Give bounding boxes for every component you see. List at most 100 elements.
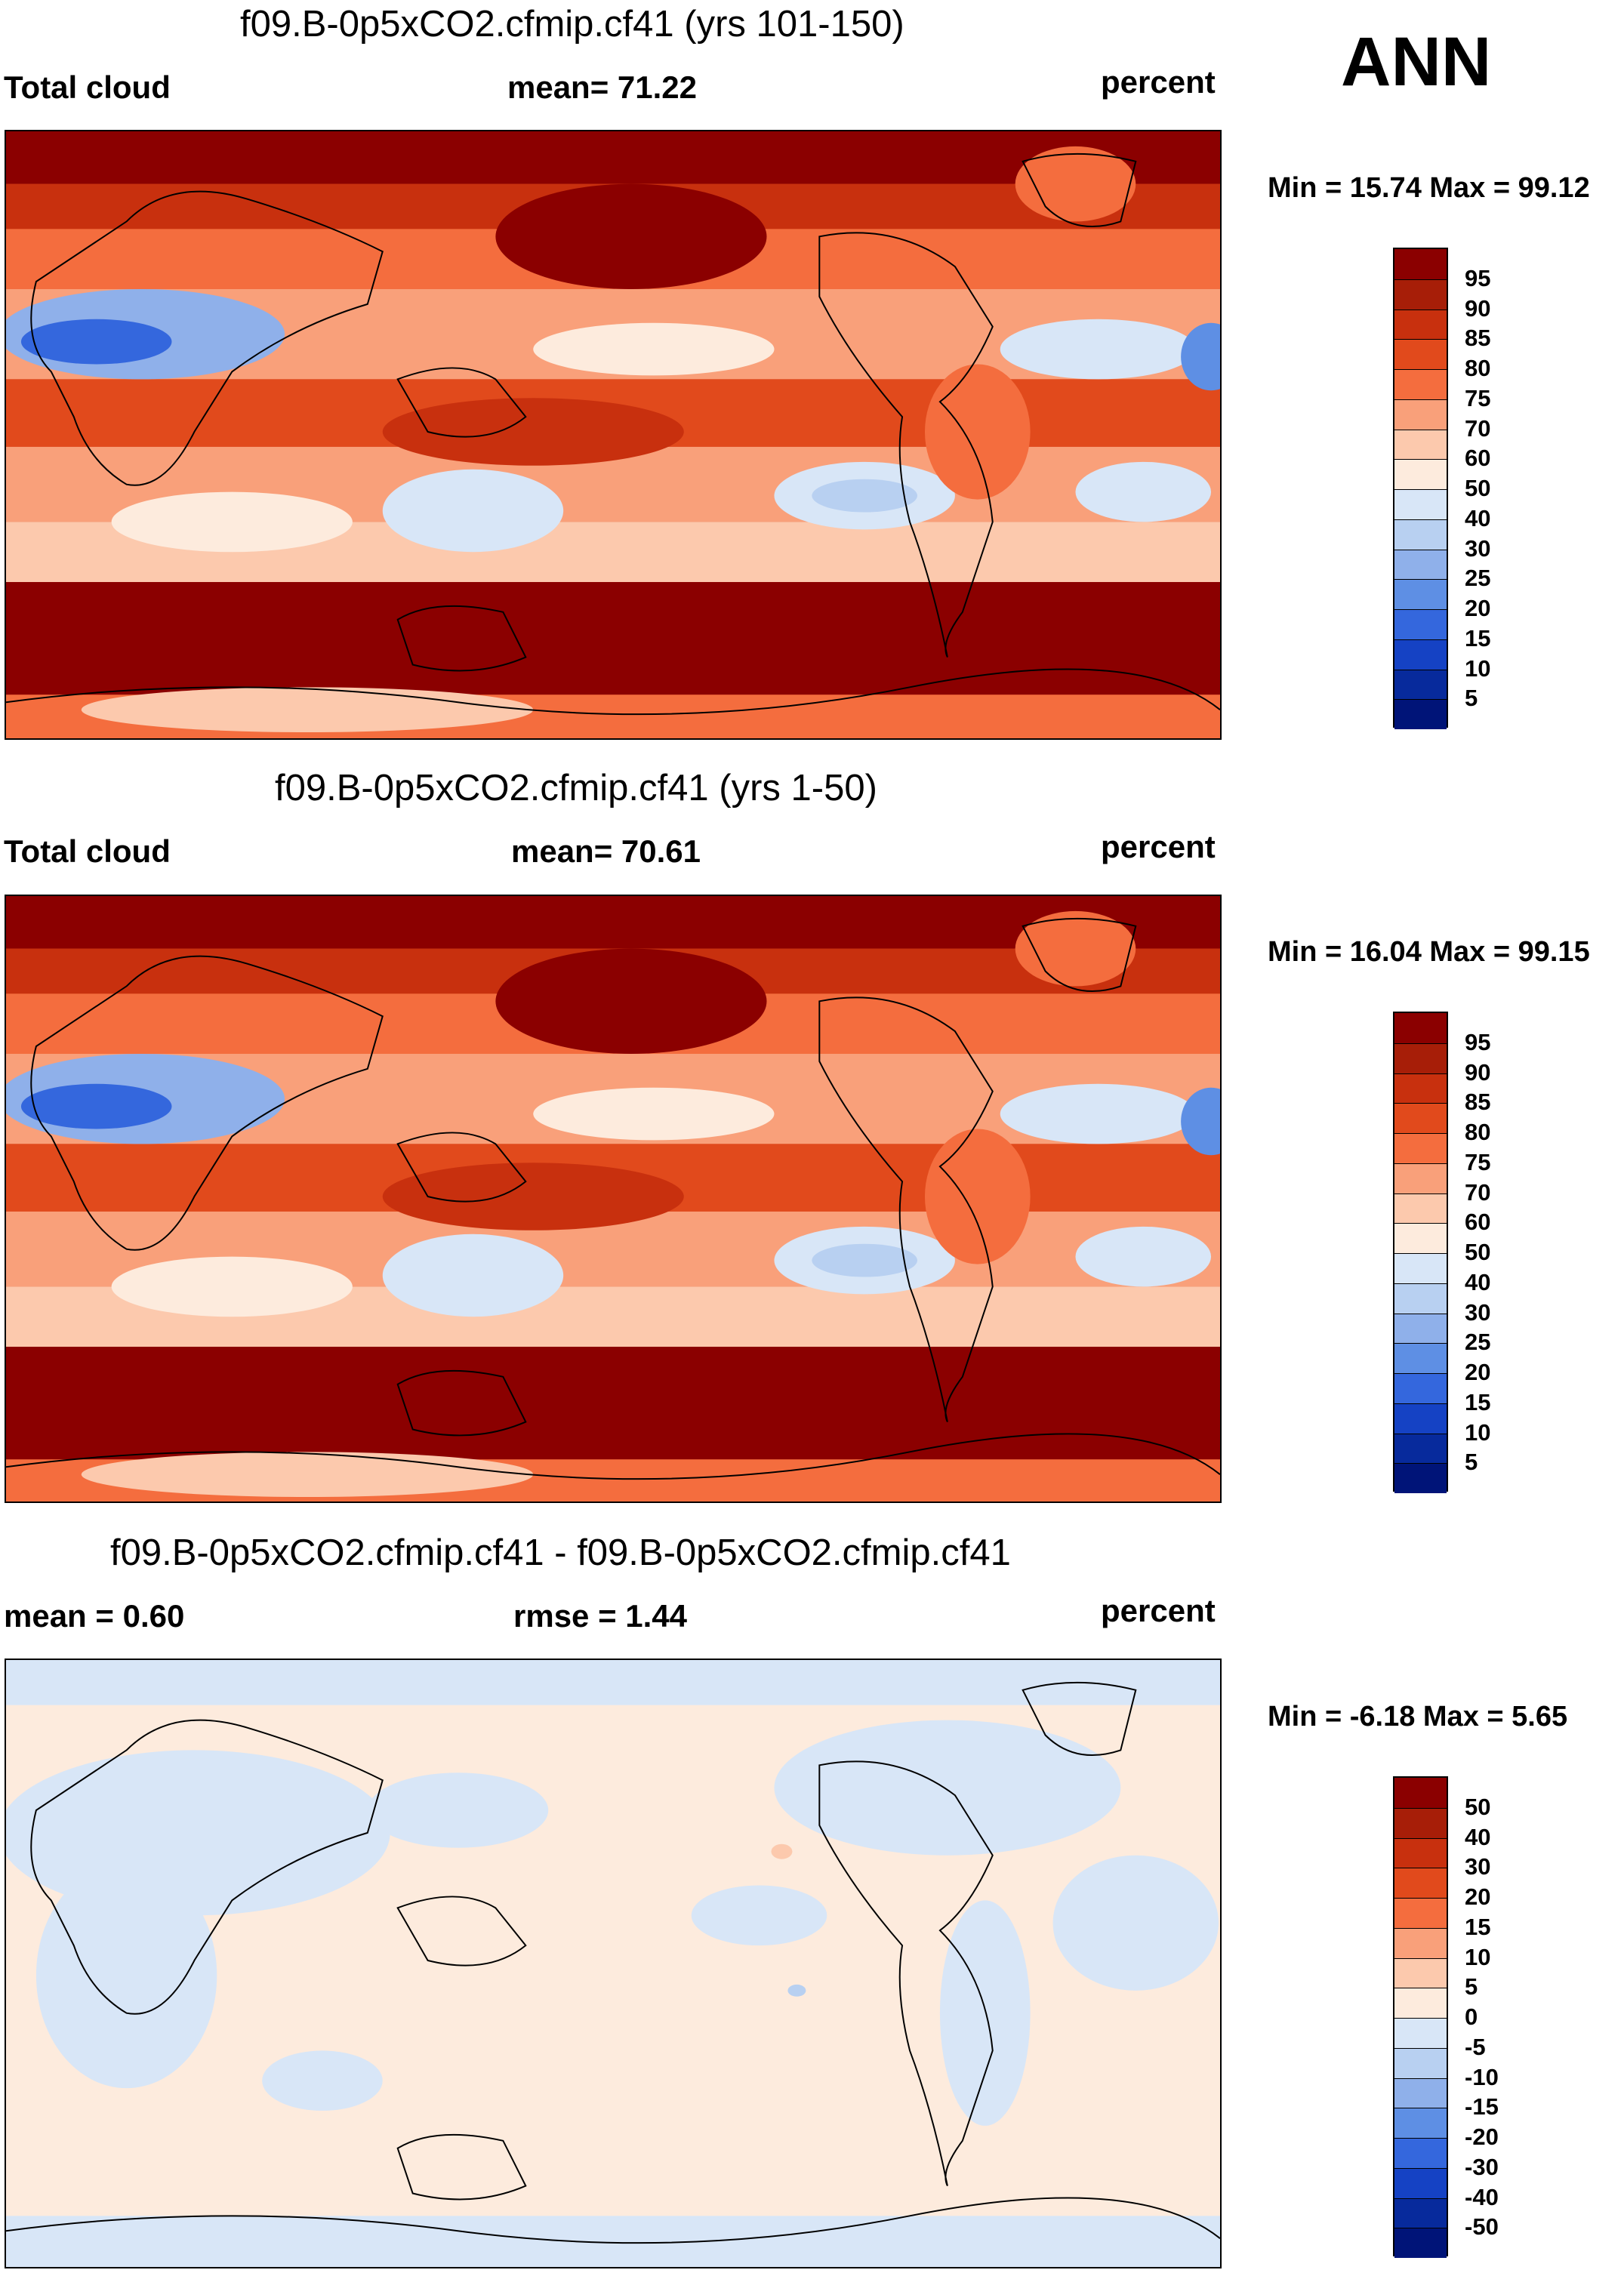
panel-2-minmax: Min = 16.04 Max = 99.15 [1268, 936, 1590, 968]
colorbar-box [1394, 2228, 1447, 2258]
colorbar-box [1394, 699, 1447, 729]
colorbar-tick-label: 5 [1465, 1449, 1478, 1476]
panel-3-title: f09.B-0p5xCO2.cfmip.cf41 - f09.B-0p5xCO2… [110, 1532, 1011, 1573]
colorbar-tick-label: 10 [1465, 1943, 1491, 1970]
colorbar-tick-label: 30 [1465, 1853, 1491, 1880]
colorbar-box [1394, 1223, 1447, 1253]
colorbar-tick-label: 10 [1465, 1418, 1491, 1446]
colorbar-box [1394, 549, 1447, 580]
colorbar-box [1394, 1193, 1447, 1224]
colorbar-box [1394, 2138, 1447, 2168]
colorbar-tick-label: 25 [1465, 1329, 1491, 1356]
panel-2-units-label: percent [1101, 829, 1216, 864]
colorbar-box [1394, 489, 1447, 519]
colorbar-tick-label: 20 [1465, 595, 1491, 621]
colorbar-box [1394, 1013, 1447, 1043]
colorbar-tick-label: -15 [1465, 2093, 1499, 2121]
colorbar-box [1394, 459, 1447, 489]
colorbar-box [1394, 399, 1447, 430]
panel-1-left-label: Total cloud [4, 69, 171, 105]
colorbar-tick-label: 30 [1465, 1298, 1491, 1326]
colorbar-box [1394, 1807, 1447, 1838]
colorbar-tick-label: 15 [1465, 624, 1491, 651]
colorbar-box [1394, 1433, 1447, 1464]
colorbar-box [1394, 1837, 1447, 1868]
colorbar-box [1394, 1043, 1447, 1073]
colorbar-tick-label: -5 [1465, 2033, 1486, 2060]
colorbar-tick-label: 25 [1465, 565, 1491, 592]
colorbar-tick-label: 90 [1465, 1058, 1491, 1086]
panel-2-mean-label: mean= 70.61 [511, 833, 701, 869]
colorbar-tick-label: 5 [1465, 685, 1478, 712]
colorbar-box [1394, 1253, 1447, 1283]
panel-3-map [5, 1659, 1222, 2268]
season-label: ANN [1341, 23, 1492, 100]
colorbar-box [1394, 339, 1447, 369]
colorbar-box [1394, 1927, 1447, 1958]
colorbar-box [1394, 279, 1447, 310]
panel-1-title: f09.B-0p5xCO2.cfmip.cf41 (yrs 101-150) [240, 4, 904, 45]
colorbar-tick-label: 20 [1465, 1883, 1491, 1910]
colorbar-tick-label: 5 [1465, 1973, 1478, 2000]
panel-3-units-label: percent [1101, 1593, 1216, 1628]
panel-1-colorbar [1393, 248, 1448, 729]
colorbar-tick-label: 70 [1465, 1178, 1491, 1206]
colorbar-tick-label: 50 [1465, 1239, 1491, 1265]
colorbar-tick-label: -40 [1465, 2183, 1499, 2210]
colorbar-box [1394, 1313, 1447, 1344]
colorbar-tick-label: 85 [1465, 325, 1491, 352]
panel-1-units-label: percent [1101, 64, 1216, 100]
colorbar-box [1394, 1957, 1447, 1988]
colorbar-box [1394, 1133, 1447, 1163]
colorbar-box [1394, 2018, 1447, 2048]
colorbar-box [1394, 669, 1447, 700]
colorbar-box [1394, 639, 1447, 670]
colorbar-tick-label: 75 [1465, 384, 1491, 411]
colorbar-tick-label: 15 [1465, 1913, 1491, 1940]
colorbar-box [1394, 1343, 1447, 1373]
colorbar-box [1394, 1163, 1447, 1193]
colorbar-box [1394, 1988, 1447, 2018]
panel-3-colorbar [1393, 1776, 1448, 2258]
colorbar-box [1394, 1898, 1447, 1928]
colorbar-tick-label: -50 [1465, 2213, 1499, 2241]
colorbar-tick-label: 90 [1465, 294, 1491, 322]
colorbar-tick-label: 20 [1465, 1359, 1491, 1385]
colorbar-box [1394, 2047, 1447, 2078]
panel-1-map [5, 130, 1222, 740]
colorbar-box [1394, 2167, 1447, 2198]
colorbar-tick-label: 40 [1465, 1823, 1491, 1850]
colorbar-box [1394, 2198, 1447, 2228]
colorbar-box [1394, 579, 1447, 609]
colorbar-tick-label: 95 [1465, 1028, 1491, 1055]
colorbar-tick-label: -30 [1465, 2153, 1499, 2180]
colorbar-box [1394, 2077, 1447, 2108]
panel-3-rmse-label: rmse = 1.44 [513, 1598, 688, 1634]
panel-1-mean-label: mean= 71.22 [507, 69, 698, 105]
colorbar-tick-label: 75 [1465, 1148, 1491, 1175]
colorbar-tick-label: 0 [1465, 2004, 1478, 2030]
colorbar-tick-label: 40 [1465, 1268, 1491, 1295]
colorbar-tick-label: 10 [1465, 654, 1491, 682]
colorbar-box [1394, 1403, 1447, 1434]
panel-2-left-label: Total cloud [4, 833, 171, 869]
colorbar-tick-label: 85 [1465, 1089, 1491, 1116]
colorbar-tick-label: 60 [1465, 1209, 1491, 1236]
panel-3-minmax: Min = -6.18 Max = 5.65 [1268, 1701, 1568, 1732]
colorbar-tick-label: 50 [1465, 475, 1491, 501]
panel-2-title: f09.B-0p5xCO2.cfmip.cf41 (yrs 1-50) [275, 768, 877, 808]
colorbar-box [1394, 1283, 1447, 1314]
colorbar-box [1394, 429, 1447, 460]
colorbar-box [1394, 2108, 1447, 2138]
colorbar-box [1394, 309, 1447, 340]
colorbar-box [1394, 1778, 1447, 1808]
colorbar-tick-label: -20 [1465, 2124, 1499, 2150]
panel-2-map [5, 895, 1222, 1503]
panel-3-left-label: mean = 0.60 [4, 1598, 185, 1634]
colorbar-box [1394, 519, 1447, 550]
colorbar-tick-label: 50 [1465, 1793, 1491, 1820]
colorbar-tick-label: 40 [1465, 504, 1491, 531]
colorbar-box [1394, 1868, 1447, 1898]
colorbar-tick-label: 30 [1465, 534, 1491, 562]
colorbar-box [1394, 369, 1447, 399]
